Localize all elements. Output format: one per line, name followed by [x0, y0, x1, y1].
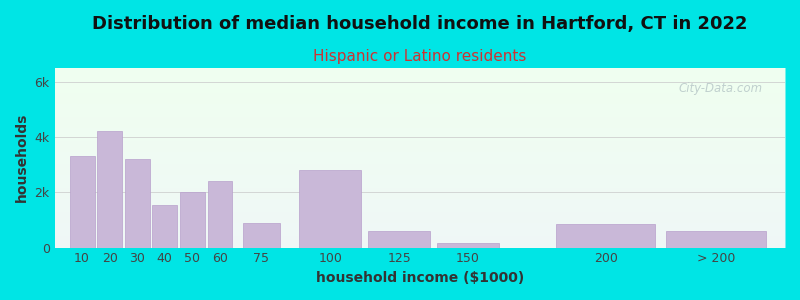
Title: Distribution of median household income in Hartford, CT in 2022: Distribution of median household income … — [92, 15, 747, 33]
Bar — [70, 156, 94, 248]
X-axis label: household income ($1000): household income ($1000) — [316, 271, 524, 285]
Bar — [207, 181, 232, 248]
Text: Hispanic or Latino residents: Hispanic or Latino residents — [313, 49, 526, 64]
Bar — [437, 243, 499, 247]
Bar — [98, 131, 122, 248]
Bar — [242, 223, 280, 247]
Bar — [666, 231, 766, 247]
Y-axis label: households: households — [15, 113, 29, 202]
Bar — [368, 231, 430, 247]
Bar — [556, 224, 655, 247]
Bar — [152, 205, 178, 248]
Bar — [180, 192, 205, 248]
Text: City-Data.com: City-Data.com — [679, 82, 763, 95]
Bar — [299, 170, 361, 248]
Bar — [125, 159, 150, 247]
